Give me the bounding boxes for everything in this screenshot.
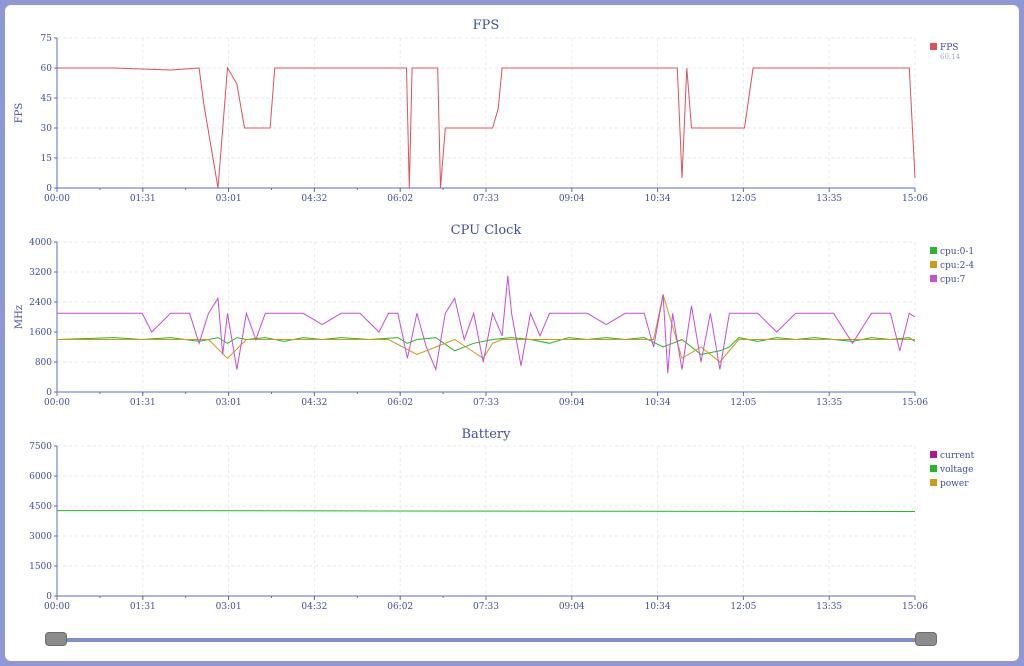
battery-legend-power-label: power [940, 479, 969, 489]
cpu-clock-series-cpu-2-4-line [57, 294, 915, 363]
cpu-clock-ytick-label: 0 [46, 388, 52, 398]
battery-ytick-label: 6000 [29, 472, 52, 482]
battery-xtick-label: 01:31 [130, 602, 156, 612]
fps-xtick-label: 00:00 [44, 194, 70, 204]
fps-xtick-label: 04:32 [301, 194, 327, 204]
cpu-clock-xtick-label: 01:31 [130, 398, 156, 408]
battery-ytick-label: 4500 [29, 502, 52, 512]
battery-legend-voltage-label: voltage [939, 465, 973, 475]
fps-legend-fps-label: FPS [940, 43, 958, 53]
cpu-clock-xtick-label: 00:00 [44, 398, 70, 408]
time-range-end-handle[interactable] [915, 632, 937, 646]
cpu-clock-xtick-label: 09:04 [559, 398, 585, 408]
cpu-clock-series-cpu-7-line [57, 275, 916, 374]
battery-xtick-label: 13:35 [816, 602, 842, 612]
cpu-clock-xtick-label: 15:06 [902, 398, 928, 408]
cpu-clock-ytick-label: 3200 [29, 268, 52, 278]
fps-ytick-label: 15 [41, 154, 53, 164]
fps-xtick-label: 01:31 [130, 194, 156, 204]
battery-xtick-label: 12:05 [730, 602, 756, 612]
fps-ylabel: FPS [14, 103, 25, 124]
battery-xtick-label: 07:33 [473, 602, 499, 612]
battery-ytick-label: 3000 [29, 532, 52, 542]
dashboard-frame: FPS 0 15 30 45 60 75 00:00 01:31 03:01 04:32 06:02 0… [5, 5, 1019, 661]
cpu-clock-legend-cpu-2-4-swatch [930, 261, 937, 268]
cpu-clock-legend-cpu-0-1-swatch [930, 247, 937, 254]
fps-title: FPS [473, 18, 500, 33]
fps-xtick-label: 12:05 [730, 194, 756, 204]
cpu-clock-xtick-label: 12:05 [730, 398, 756, 408]
battery-legend-voltage-swatch [930, 465, 937, 472]
battery-legend-current-swatch [930, 451, 937, 458]
time-range-start-handle[interactable] [45, 632, 67, 646]
cpu-clock-ytick-label: 800 [35, 358, 52, 368]
battery-xtick-label: 09:04 [559, 602, 585, 612]
cpu-clock-xtick-label: 13:35 [816, 398, 842, 408]
cpu-clock-legend-cpu-7-swatch [930, 275, 937, 282]
cpu-clock-ytick-label: 4000 [29, 238, 52, 248]
cpu-clock-legend-cpu-2-4-label: cpu:2-4 [940, 261, 974, 271]
battery-xtick-label: 06:02 [387, 602, 413, 612]
fps-xtick-label: 10:34 [645, 194, 671, 204]
fps-ytick-label: 45 [41, 94, 53, 104]
fps-xtick-label: 06:02 [387, 194, 413, 204]
fps-ytick-label: 75 [41, 34, 53, 44]
cpu-clock-ytick-label: 1600 [29, 328, 52, 338]
charts-canvas: FPS 0 15 30 45 60 75 00:00 01:31 03:01 04:32 06:02 0… [14, 18, 975, 612]
cpu-clock-xtick-label: 03:01 [216, 398, 242, 408]
battery-legend-power-swatch [930, 479, 937, 486]
battery-xtick-label: 04:32 [301, 602, 327, 612]
fps-xtick-label: 09:04 [559, 194, 585, 204]
battery-xtick-label: 03:01 [216, 602, 242, 612]
battery-legend-current-label: current [940, 451, 975, 461]
fps-xtick-label: 07:33 [473, 194, 499, 204]
battery-ytick-label: 1500 [29, 562, 52, 572]
fps-legend-fps-value: 60.14 [940, 53, 961, 61]
cpu-clock-xtick-label: 06:02 [387, 398, 413, 408]
cpu-clock-xtick-label: 07:33 [473, 398, 499, 408]
fps-ytick-label: 60 [41, 64, 53, 74]
fps-legend-fps-swatch [930, 43, 937, 50]
battery-xtick-label: 15:06 [902, 602, 928, 612]
cpu-clock-legend-cpu-7-label: cpu:7 [940, 275, 966, 285]
battery-ytick-label: 0 [46, 592, 52, 602]
fps-xtick-label: 15:06 [902, 194, 928, 204]
fps-xtick-label: 13:35 [816, 194, 842, 204]
cpu-clock-ylabel: MHz [14, 305, 25, 329]
cpu-clock-legend-cpu-0-1-label: cpu:0-1 [940, 247, 974, 257]
battery-ytick-label: 7500 [29, 442, 52, 452]
battery-series-voltage-line [56, 510, 916, 512]
cpu-clock-ytick-label: 2400 [29, 298, 52, 308]
fps-ytick-label: 30 [41, 124, 53, 134]
fps-series-fps-line [57, 66, 916, 189]
time-range-slider-track[interactable] [55, 638, 925, 642]
cpu-clock-title: CPU Clock [451, 223, 522, 238]
cpu-clock-xtick-label: 04:32 [301, 398, 327, 408]
fps-xtick-label: 03:01 [216, 194, 242, 204]
battery-xtick-label: 10:34 [645, 602, 671, 612]
battery-title: Battery [461, 427, 511, 442]
cpu-clock-xtick-label: 10:34 [645, 398, 671, 408]
fps-ytick-label: 0 [46, 184, 52, 194]
battery-xtick-label: 00:00 [44, 602, 70, 612]
